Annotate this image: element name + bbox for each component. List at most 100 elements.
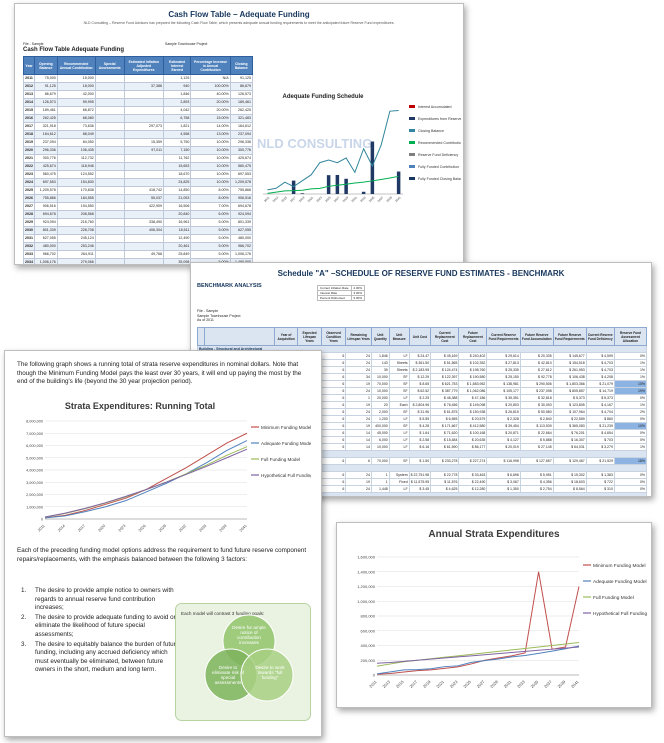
table-cell: 126,573 — [34, 98, 58, 107]
x-tick-label: 2023 — [118, 524, 127, 533]
legend-label: Adequate Funding Model — [261, 441, 311, 446]
table-cell: 2020 — [23, 146, 35, 155]
table-cell: $ 1,803,366 — [552, 380, 587, 388]
table-cell: 2019 — [23, 138, 35, 147]
x-tick-label: 2013 — [381, 679, 391, 689]
table-cell: 2023 — [23, 170, 35, 179]
table-cell: 24 — [345, 359, 372, 367]
table-cell: 480,000 — [34, 242, 58, 251]
series-line — [376, 571, 580, 675]
column-header: Percentage Increase in Annual Contributi… — [190, 56, 231, 75]
table-cell: 97,011 — [123, 146, 164, 155]
table-cell: 2031 — [23, 234, 35, 243]
table-cell: LF — [388, 394, 410, 402]
table-cell — [94, 146, 125, 155]
table-row: 2024 697,553 154,830 24,825 10.00% 1,209,578 — [23, 178, 254, 187]
table-cell: $ 1.50 — [408, 457, 432, 465]
table-cell: 8.00% — [190, 194, 231, 203]
running-total-chart: 0 1,000,000 2,000,000 3,000,000 4,000,000 5,0… — [26, 420, 311, 533]
table-cell: 10.00% — [190, 154, 231, 163]
x-tick-label: 2015 — [280, 195, 288, 203]
y-tick-label: 0 — [373, 673, 376, 678]
bar-expenditure — [335, 174, 340, 194]
table-cell: 2022 — [23, 162, 35, 171]
x-tick-label: 2017 — [408, 679, 418, 689]
table-cell: 237,094 — [229, 130, 254, 139]
table-cell: 2014 — [23, 98, 35, 107]
table-cell: 966,702 — [34, 250, 58, 259]
table-cell: LF — [388, 485, 410, 493]
table-cell: $ 145,677 — [552, 352, 587, 360]
table-cell: $ 6,696 — [486, 471, 521, 479]
table-cell: $ 2.58 — [408, 436, 432, 444]
table-cell: 2016 — [23, 114, 35, 123]
legend-swatch — [409, 177, 415, 180]
running-intro: The following graph shows a running tota… — [17, 361, 302, 386]
table-cell: 1,006,176 — [34, 258, 58, 264]
table-cell: LF — [388, 429, 410, 437]
column-header: Future Replacement Cost — [458, 327, 488, 346]
table-cell — [123, 162, 164, 171]
table-cell: $ 412,580 — [458, 422, 488, 430]
table-cell: $ 76,201 — [552, 429, 587, 437]
cashflow-page: Cash Flow Table – Adequate Funding NLD C… — [14, 3, 464, 265]
table-cell: $ 31.96 — [408, 408, 432, 416]
table-cell: 2013 — [23, 90, 35, 99]
column-header — [197, 327, 205, 346]
table-cell: $ 154,518 — [552, 359, 587, 367]
table-cell: 697,553 — [229, 170, 254, 179]
chart-title: Adequate Funding Schedule — [282, 94, 364, 100]
table-cell: $ 1,583,952 — [458, 380, 488, 388]
column-header: Remaining Lifespan Years — [345, 327, 372, 346]
asof-line: As of 2011 — [197, 318, 214, 322]
annual-expenditures-chart: 0 200,000 400,000 600,000 800,000 1,000,000 1,… — [357, 555, 647, 690]
table-cell: $ 20,635 — [458, 436, 488, 444]
x-tick-label: 2017 — [77, 524, 86, 533]
table-cell: 8.00% — [190, 186, 231, 195]
table-cell: $ 4,703 — [585, 359, 615, 367]
y-tick-label: 8,000,000 — [26, 420, 43, 424]
table-cell — [123, 242, 164, 251]
table-cell — [94, 74, 125, 83]
table-cell: 2021 — [23, 154, 35, 163]
annual-chart-title: Annual Strata Expenditures — [428, 529, 560, 540]
legend-label: Fully Funded Contribution — [418, 165, 459, 169]
legend-swatch — [409, 153, 415, 156]
table-cell: 5.00% — [190, 234, 231, 243]
table-cell — [94, 82, 125, 91]
table-cell: 0% — [613, 485, 648, 493]
table-cell: 262,425 — [229, 106, 254, 115]
table-cell: 5.00% — [190, 242, 231, 251]
table-cell: 422,909 — [123, 202, 164, 211]
x-tick-label: 2013 — [272, 195, 280, 203]
table-cell: 10% — [613, 422, 648, 430]
table-cell: 966,702 — [229, 242, 254, 251]
table-cell: 6 — [320, 408, 347, 416]
table-cell: 0% — [613, 429, 648, 437]
table-cell — [94, 170, 125, 179]
table-cell: $ 113,539 — [519, 422, 554, 430]
table-cell: $ 190,580 — [458, 373, 488, 381]
project-line: Sample Townhouse Project — [197, 313, 241, 318]
table-cell: 91,125 — [229, 74, 254, 83]
table-cell: $ 4,599 — [585, 352, 615, 360]
table-cell: $ 100,168 — [458, 429, 488, 437]
table-cell: LF — [388, 415, 410, 423]
x-tick-label: 2027 — [476, 679, 486, 689]
table-cell: $ 20,335 — [519, 352, 554, 360]
table-cell: $ 237,098 — [519, 387, 554, 395]
y-tick-label: 2,000,000 — [26, 493, 43, 497]
y-tick-label: 400,000 — [361, 643, 376, 648]
table-cell: 406,304 — [123, 226, 164, 235]
table-cell: 39 — [370, 366, 390, 374]
table-cell: 1% — [613, 359, 648, 367]
table-cell: 1,448 — [370, 485, 390, 493]
legend-label: Full Funding Model — [261, 457, 300, 462]
table-row: 2021 300,776 112,732 11,762 10.00% 425,674 — [23, 154, 254, 163]
table-cell: 5.00% — [190, 250, 231, 259]
chart-background — [253, 88, 461, 208]
legend-label: Adequate Funding Model — [593, 579, 647, 585]
bar-expenditure — [300, 193, 305, 194]
table-cell: 245,124 — [56, 234, 96, 243]
